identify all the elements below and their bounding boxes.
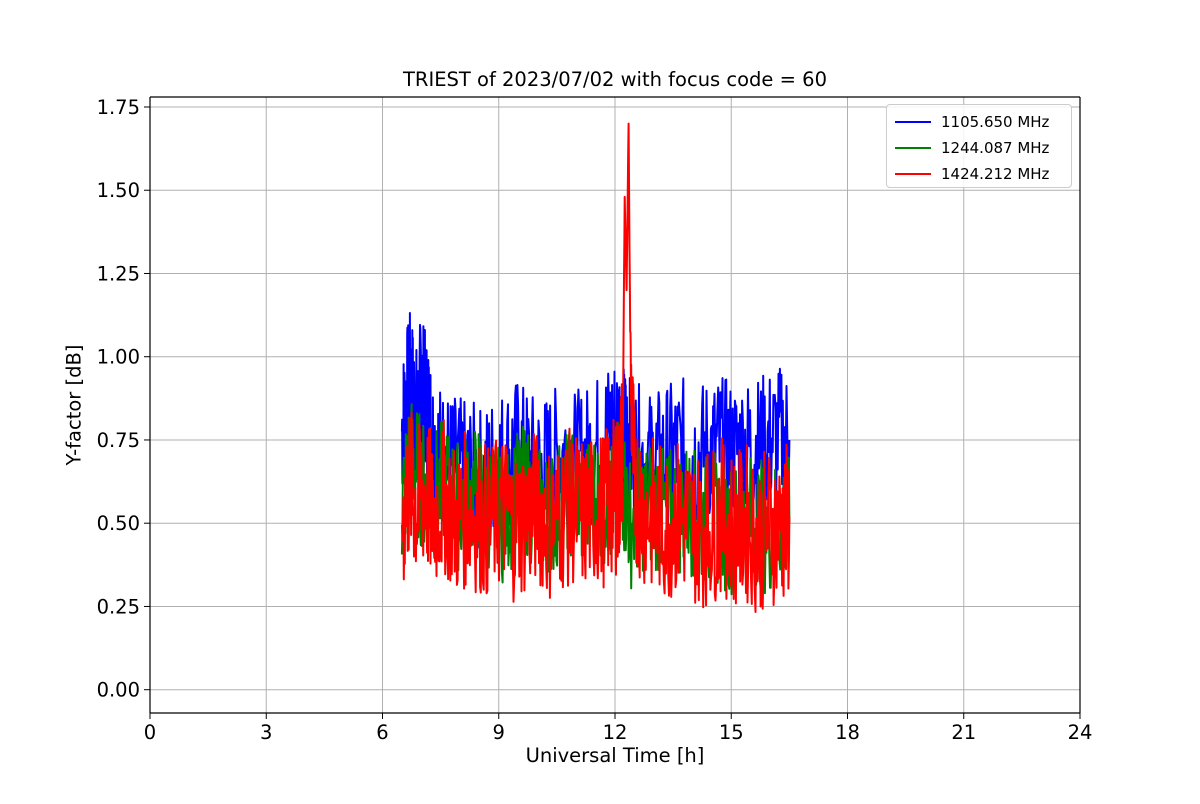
x-tick-label: 0 [144, 721, 156, 744]
x-tick-label: 15 [719, 721, 744, 744]
legend-item-1424: 1424.212 MHz [895, 161, 1063, 187]
legend-swatch-blue [895, 121, 931, 123]
y-axis-label: Y-factor [dB] [62, 344, 86, 466]
y-tick-label: 0.25 [97, 595, 140, 618]
x-tick-label: 6 [376, 721, 388, 744]
y-tick-label: 1.25 [97, 262, 140, 285]
y-tick-label: 0.00 [97, 679, 140, 702]
x-tick-label: 9 [493, 721, 505, 744]
legend-label: 1105.650 MHz [941, 113, 1050, 131]
legend-item-1244: 1244.087 MHz [895, 135, 1063, 161]
legend-label: 1424.212 MHz [941, 165, 1050, 183]
legend-swatch-green [895, 147, 931, 149]
legend: 1105.650 MHz 1244.087 MHz 1424.212 MHz [886, 104, 1072, 188]
y-tick-label: 0.50 [97, 512, 140, 535]
y-tick-label: 1.75 [97, 96, 140, 119]
legend-label: 1244.087 MHz [941, 139, 1050, 157]
series-line-3 [400, 122, 791, 613]
x-tick-label: 24 [1068, 721, 1093, 744]
x-tick-label: 12 [603, 721, 628, 744]
chart-title: TRIEST of 2023/07/02 with focus code = 6… [403, 68, 827, 91]
y-tick-label: 1.50 [97, 179, 140, 202]
x-axis-label: Universal Time [h] [525, 744, 705, 767]
x-tick-label: 18 [835, 721, 860, 744]
legend-item-1105: 1105.650 MHz [895, 109, 1063, 135]
y-tick-label: 1.00 [97, 346, 140, 369]
x-tick-label: 3 [260, 721, 272, 744]
y-tick-label: 0.75 [97, 429, 140, 452]
x-tick-label: 21 [951, 721, 976, 744]
legend-swatch-red [895, 173, 931, 175]
